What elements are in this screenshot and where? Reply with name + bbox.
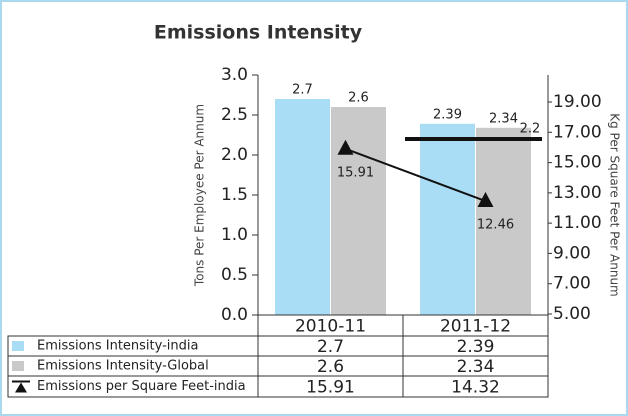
y2-axis-title: Kg Per Square Feet Per Annum	[608, 113, 622, 297]
bar	[420, 123, 475, 315]
y2-tick-label: 7.00	[553, 274, 591, 294]
y2-tick-label: 17.00	[553, 122, 602, 142]
y2-tick-label: 19.00	[553, 92, 602, 112]
category-label: 2011-12	[440, 317, 511, 337]
bar-value-label: 2.39	[433, 107, 462, 122]
line-marker	[477, 192, 494, 208]
bar	[331, 107, 386, 315]
y2-tick-label: 15.00	[553, 153, 602, 173]
line-value-label: 15.91	[337, 165, 374, 180]
legend-label: Emissions per Square Feet-india	[37, 379, 246, 394]
table-cell: 2.39	[457, 337, 495, 357]
y-tick-label: 1.0	[221, 225, 248, 245]
y-tick-label: 2.0	[221, 145, 248, 165]
chart-title: Emissions Intensity	[154, 22, 363, 44]
table-cell: 2.7	[317, 337, 344, 357]
reference-label: 2.2	[520, 122, 541, 137]
table-cell: 2.34	[457, 357, 495, 377]
line-marker	[337, 139, 354, 155]
y2-tick-label: 5.00	[553, 304, 591, 324]
line-value-label: 12.46	[477, 218, 514, 233]
y-tick-label: 3.0	[221, 65, 248, 85]
legend-label: Emissions Intensity-Global	[37, 359, 209, 374]
table-cell: 14.32	[451, 378, 500, 398]
line-series	[345, 147, 486, 202]
y-tick-label: 0.0	[221, 305, 248, 325]
bar	[275, 99, 330, 315]
bar	[476, 127, 531, 315]
y-tick-label: 1.5	[221, 185, 248, 205]
legend-label: Emissions Intensity-india	[37, 339, 198, 354]
category-label: 2010-11	[295, 317, 366, 337]
bar-value-label: 2.34	[489, 111, 518, 126]
bar-value-label: 2.7	[292, 83, 313, 98]
legend-icon	[12, 341, 24, 351]
legend-icon	[12, 361, 24, 371]
y2-tick-label: 11.00	[553, 213, 602, 233]
table-cell: 2.6	[317, 357, 344, 377]
y2-tick-label: 9.00	[553, 243, 591, 263]
legend-icon	[12, 380, 30, 393]
table-cell: 15.91	[306, 378, 355, 398]
y2-tick-label: 13.00	[553, 183, 602, 203]
y-axis-title: Tons Per Employee Per Annum	[193, 104, 207, 287]
y-tick-label: 2.5	[221, 105, 248, 125]
y-tick-label: 0.5	[221, 265, 248, 285]
bar-value-label: 2.6	[348, 91, 369, 106]
